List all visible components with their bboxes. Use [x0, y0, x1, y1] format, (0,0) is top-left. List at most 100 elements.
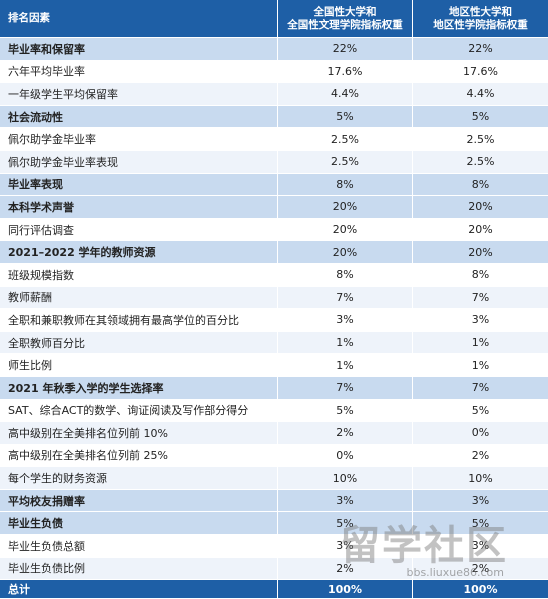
item-row: 全职教师百分比 1% 1%: [0, 331, 548, 355]
cell: 2.5%: [278, 128, 413, 150]
cell: 高中级别在全美排名位列前 25%: [0, 444, 278, 467]
cell: 2%: [471, 448, 490, 462]
cell: 2%: [278, 422, 413, 444]
cell: 100%: [463, 582, 498, 596]
cell: 地区性大学和 地区性学院指标权重: [433, 5, 528, 31]
cell: 8%: [471, 268, 490, 282]
cell: 3%: [471, 539, 490, 553]
cell: 1%: [278, 331, 413, 354]
section-row: 平均校友捐赠率 3% 3%: [0, 489, 548, 513]
item-row: 教师薪酬 7% 7%: [0, 286, 548, 310]
cell: 毕业生负债总额: [0, 535, 278, 557]
item-row: 佩尔助学金毕业率 2.5% 2.5%: [0, 128, 548, 151]
section-row: 本科学术声誉 20% 20%: [0, 196, 548, 219]
section-row: 社会流动性 5% 5%: [0, 105, 548, 129]
item-row: 同行评估调查 20% 20%: [0, 218, 548, 242]
header-row: 排名因素 全国性大学和 全国性文理学院指标权重 地区性大学和 地区性学院指标权重: [0, 0, 548, 38]
cell: 20%: [278, 218, 413, 241]
cell: 每个学生的财务资源: [0, 467, 278, 489]
cell: 全职和兼职教师在其领域拥有最高学位的百分比: [0, 309, 278, 331]
cell: 5%: [471, 516, 490, 530]
cell: 22%: [468, 42, 493, 56]
cell: 17.6%: [463, 64, 498, 78]
cell: 100%: [278, 580, 413, 599]
cell: 本科学术声誉: [0, 196, 278, 218]
item-row: 高中级别在全美排名位列前 25% 0% 2%: [0, 444, 548, 468]
cell: 六年平均毕业率: [0, 60, 278, 83]
item-row: 佩尔助学金毕业率表现 2.5% 2.5%: [0, 150, 548, 174]
cell: 班级规模指数: [0, 263, 278, 286]
cell: 7%: [471, 381, 490, 395]
cell: 2%: [471, 561, 490, 575]
cell: 10%: [468, 471, 493, 485]
cell: 佩尔助学金毕业率: [0, 128, 278, 150]
cell: 3%: [278, 535, 413, 557]
item-row: 毕业生负债比例 2% 2%: [0, 557, 548, 581]
section-row: 毕业率和保留率 22% 22%: [0, 38, 548, 61]
cell: 20%: [468, 245, 493, 259]
cell: 20%: [468, 200, 493, 214]
item-row: 高中级别在全美排名位列前 10% 2% 0%: [0, 422, 548, 445]
cell: 8%: [278, 173, 413, 196]
section-row: 毕业生负债 5% 5%: [0, 512, 548, 536]
total-row: 总计 100% 100%: [0, 580, 548, 599]
section-row: 2021 年秋季入学的学生选择率 7% 7%: [0, 376, 548, 400]
cell: 毕业生负债: [0, 512, 278, 535]
section-row: 2021–2022 学年的教师资源 20% 20%: [0, 241, 548, 264]
cell: 2%: [278, 557, 413, 580]
cell: 排名因素: [0, 0, 278, 37]
cell: 17.6%: [278, 60, 413, 83]
item-row: 毕业生负债总额 3% 3%: [0, 535, 548, 558]
cell: 同行评估调查: [0, 218, 278, 241]
cell: 3%: [278, 489, 413, 512]
watermark-url: bbs.liuxue86.com: [406, 566, 504, 579]
cell: 3%: [471, 494, 490, 508]
cell: 2.5%: [466, 155, 495, 169]
cell: 佩尔助学金毕业率表现: [0, 150, 278, 173]
cell: 22%: [278, 38, 413, 60]
item-row: 全职和兼职教师在其领域拥有最高学位的百分比 3% 3%: [0, 309, 548, 332]
item-row: 班级规模指数 8% 8%: [0, 263, 548, 287]
cell: 2021 年秋季入学的学生选择率: [0, 376, 278, 399]
watermark-title: 留学社区: [340, 523, 508, 569]
cell: 全职教师百分比: [0, 331, 278, 354]
item-row: SAT、综合ACT的数学、询证阅读及写作部分得分 5% 5%: [0, 399, 548, 423]
cell: 5%: [471, 110, 490, 124]
cell: SAT、综合ACT的数学、询证阅读及写作部分得分: [0, 399, 278, 422]
cell: 0%: [471, 426, 490, 440]
cell: 5%: [278, 512, 413, 535]
cell: 5%: [278, 399, 413, 422]
cell: 3%: [278, 309, 413, 331]
cell: 平均校友捐赠率: [0, 489, 278, 512]
cell: 20%: [278, 196, 413, 218]
cell: 2.5%: [278, 150, 413, 173]
cell: 总计: [0, 580, 278, 599]
cell: 7%: [278, 286, 413, 309]
cell: 4.4%: [278, 83, 413, 105]
cell: 高中级别在全美排名位列前 10%: [0, 422, 278, 444]
cell: 1%: [278, 354, 413, 376]
cell: 2.5%: [466, 132, 495, 146]
cell: 1%: [471, 336, 490, 350]
cell: 毕业率和保留率: [0, 38, 278, 60]
section-row: 毕业率表现 8% 8%: [0, 173, 548, 197]
cell: 4.4%: [466, 87, 495, 101]
cell: 10%: [278, 467, 413, 489]
item-row: 一年级学生平均保留率 4.4% 4.4%: [0, 83, 548, 106]
cell: 8%: [278, 263, 413, 286]
item-row: 师生比例 1% 1%: [0, 354, 548, 377]
cell: 7%: [471, 290, 490, 304]
cell: 8%: [471, 177, 490, 191]
cell: 20%: [278, 241, 413, 263]
cell: 1%: [471, 358, 490, 372]
cell: 教师薪酬: [0, 286, 278, 309]
cell: 2021–2022 学年的教师资源: [0, 241, 278, 263]
cell: 5%: [278, 105, 413, 128]
cell: 20%: [468, 223, 493, 237]
cell: 一年级学生平均保留率: [0, 83, 278, 105]
cell: 毕业生负债比例: [0, 557, 278, 580]
cell: 师生比例: [0, 354, 278, 376]
item-row: 六年平均毕业率 17.6% 17.6%: [0, 60, 548, 84]
